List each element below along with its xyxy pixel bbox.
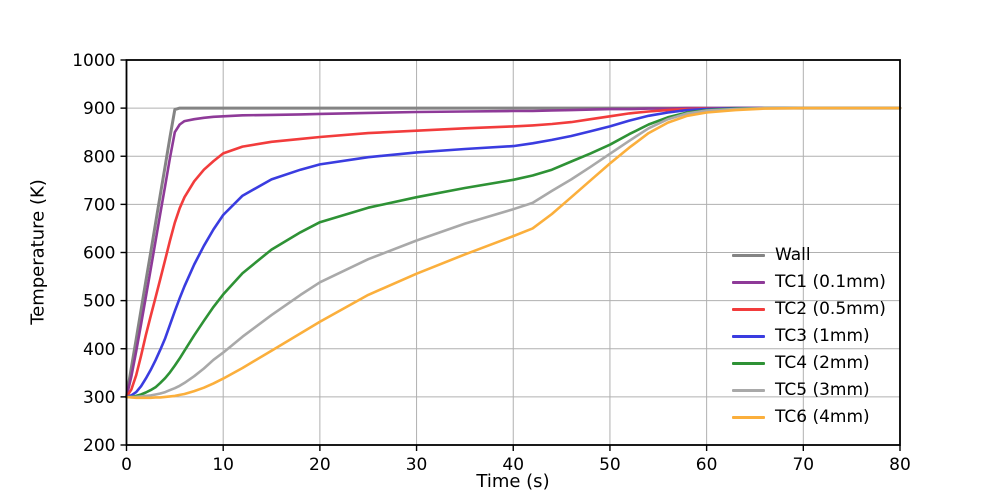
legend-item-tc1-0-1mm: TC1 (0.1mm) — [732, 269, 886, 296]
x-tick-label: 80 — [889, 455, 911, 475]
legend: Wall TC1 (0.1mm) TC2 (0.5mm) TC3 (1mm) TC4 (… — [732, 242, 886, 431]
x-tick-label: 60 — [696, 455, 718, 475]
series-line-tc5-3mm — [125, 106, 902, 399]
y-tick-label: 400 — [83, 340, 115, 360]
legend-label: TC3 (1mm) — [775, 326, 870, 346]
legend-label: TC6 (4mm) — [775, 407, 870, 427]
x-tick-label: 40 — [502, 455, 524, 475]
legend-item-tc5-3mm: TC5 (3mm) — [732, 377, 886, 404]
y-tick-label: 500 — [83, 292, 115, 312]
x-tick-label: 30 — [406, 455, 428, 475]
y-tick-label: 1000 — [72, 51, 115, 71]
legend-item-tc4-2mm: TC4 (2mm) — [732, 350, 886, 377]
series-line-tc6-4mm — [125, 106, 902, 400]
legend-swatch — [732, 335, 765, 338]
y-tick-label: 200 — [83, 436, 115, 456]
series-line-tc2-0-5mm — [125, 106, 902, 399]
legend-swatch — [732, 308, 765, 311]
legend-label: TC5 (3mm) — [775, 380, 870, 400]
y-tick-label: 700 — [83, 195, 115, 215]
series-line-tc3-1mm — [125, 106, 902, 399]
x-axis-label: Time (s) — [476, 471, 550, 492]
series-line-tc4-2mm — [125, 106, 902, 399]
y-tick-label: 900 — [83, 99, 115, 119]
legend-swatch — [732, 416, 765, 419]
x-tick-label: 10 — [212, 455, 234, 475]
legend-label: Wall — [775, 245, 811, 265]
x-tick-label: 50 — [599, 455, 621, 475]
legend-label: TC2 (0.5mm) — [775, 299, 886, 319]
legend-label: TC4 (2mm) — [775, 353, 870, 373]
legend-swatch — [732, 389, 765, 392]
y-tick-label: 300 — [83, 388, 115, 408]
legend-item-tc2-0-5mm: TC2 (0.5mm) — [732, 296, 886, 323]
legend-item-tc3-1mm: TC3 (1mm) — [732, 323, 886, 350]
legend-label: TC1 (0.1mm) — [775, 272, 886, 292]
y-tick-label: 800 — [83, 147, 115, 167]
legend-swatch — [732, 362, 765, 365]
y-axis-label: Temperature (K) — [27, 179, 49, 325]
y-tick-label: 600 — [83, 244, 115, 264]
x-tick-label: 70 — [792, 455, 814, 475]
legend-item-tc6-4mm: TC6 (4mm) — [732, 404, 886, 431]
x-tick-label: 0 — [121, 455, 132, 475]
legend-item-wall: Wall — [732, 242, 886, 269]
legend-swatch — [732, 281, 765, 284]
legend-swatch — [732, 254, 765, 257]
x-tick-label: 20 — [309, 455, 331, 475]
